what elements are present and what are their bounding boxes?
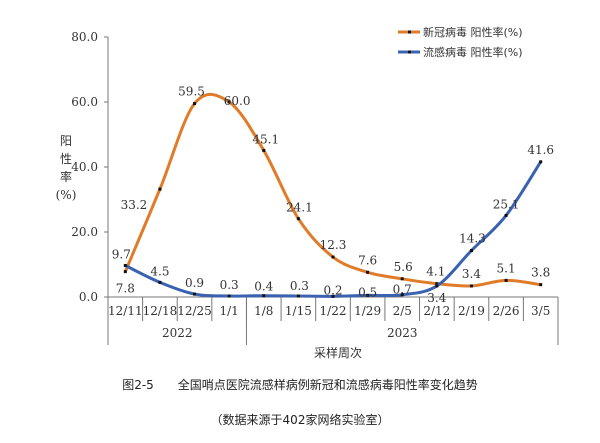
x-tick-label: 2/12 [423, 304, 450, 318]
legend-marker [408, 30, 411, 34]
x-axis-label: 采样周次 [314, 345, 362, 360]
data-point [262, 294, 266, 298]
data-label: 3.4 [427, 291, 446, 305]
x-tick-label: 12/25 [177, 304, 212, 318]
x-tick-label: 12/11 [108, 304, 143, 318]
data-point [262, 148, 266, 152]
y-tick-label: 0.0 [79, 290, 98, 304]
data-label: 0.2 [323, 283, 342, 297]
data-label: 24.1 [286, 201, 313, 215]
x-tick-label: 3/5 [531, 304, 550, 318]
data-label: 60.0 [224, 94, 251, 108]
data-point [193, 102, 197, 106]
data-point [539, 160, 543, 164]
data-label: 5.1 [497, 261, 516, 275]
y-axis-label: 率 [60, 169, 72, 184]
data-label: 0.5 [358, 285, 377, 299]
line-chart: 0.0 20.0 40.0 60.0 80.0 阳性率 (%) 12/11 12/18 12/25… [56, 25, 559, 360]
data-point [366, 270, 370, 274]
data-point [469, 249, 473, 253]
data-point [123, 263, 127, 267]
data-label: 0.3 [290, 279, 309, 293]
data-point [400, 293, 404, 297]
x-tick-label: 1/22 [320, 304, 347, 318]
figure-caption: 图2-5 全国哨点医院流感样病例新冠和流感病毒阳性率变化趋势 [122, 378, 478, 392]
data-point [123, 270, 127, 274]
y-tick-label: 80.0 [71, 30, 98, 44]
x-tick-label: 2/5 [393, 304, 412, 318]
legend-label: 新冠病毒 阳性率(%) [423, 25, 523, 39]
data-point [504, 213, 508, 217]
y-axis-label: 性 [60, 152, 72, 166]
data-label: 0.3 [220, 278, 239, 292]
data-point [296, 217, 300, 221]
x-tick-label: 1/8 [254, 304, 273, 318]
x-tick-label: 12/18 [143, 304, 178, 318]
data-point [366, 293, 370, 297]
data-label: 7.6 [358, 253, 377, 267]
data-label: 25.1 [493, 197, 520, 211]
y-axis-label: 阳 [60, 134, 72, 148]
data-label: 5.6 [394, 260, 413, 274]
y-axis-label: (%) [56, 188, 77, 202]
year-label: 2023 [387, 326, 418, 340]
legend-marker [408, 50, 411, 54]
data-label: 33.2 [121, 198, 148, 212]
data-label: 14.3 [459, 232, 486, 246]
data-point [539, 283, 543, 287]
data-point [435, 284, 439, 288]
data-point [227, 294, 231, 298]
data-point [504, 278, 508, 282]
y-tick-label: 60.0 [71, 95, 98, 109]
data-point [400, 277, 404, 281]
data-label: 59.5 [178, 85, 205, 99]
legend-label: 流感病毒 阳性率(%) [423, 45, 523, 59]
y-tick-label: 20.0 [71, 225, 98, 239]
x-tick-label: 2/19 [458, 304, 485, 318]
data-label: 3.4 [462, 267, 481, 281]
data-label: 9.7 [112, 247, 131, 261]
x-tick-label: 1/15 [285, 304, 312, 318]
data-label: 12.3 [320, 238, 347, 252]
data-label: 0.9 [185, 276, 204, 290]
data-label: 0.4 [254, 280, 273, 294]
data-source-note: （数据来源于402家网络实验室） [210, 413, 390, 427]
data-label: 0.7 [393, 283, 412, 297]
year-label: 2022 [162, 326, 193, 340]
data-point [435, 282, 439, 286]
data-point [193, 292, 197, 296]
x-tick-label: 1/29 [354, 304, 381, 318]
data-point [331, 294, 335, 298]
y-tick-label: 40.0 [71, 160, 98, 174]
data-point [158, 187, 162, 191]
data-label: 41.6 [527, 143, 554, 157]
data-point [331, 255, 335, 259]
data-label: 4.1 [426, 265, 445, 279]
data-point [469, 284, 473, 288]
data-label: 3.8 [531, 266, 550, 280]
data-point [227, 100, 231, 104]
data-label: 7.8 [116, 282, 135, 296]
data-label: 4.5 [150, 264, 169, 278]
data-label: 45.1 [252, 132, 279, 146]
data-point [158, 280, 162, 284]
data-point [296, 294, 300, 298]
x-tick-label: 2/26 [493, 304, 520, 318]
x-tick-label: 1/1 [219, 304, 238, 318]
